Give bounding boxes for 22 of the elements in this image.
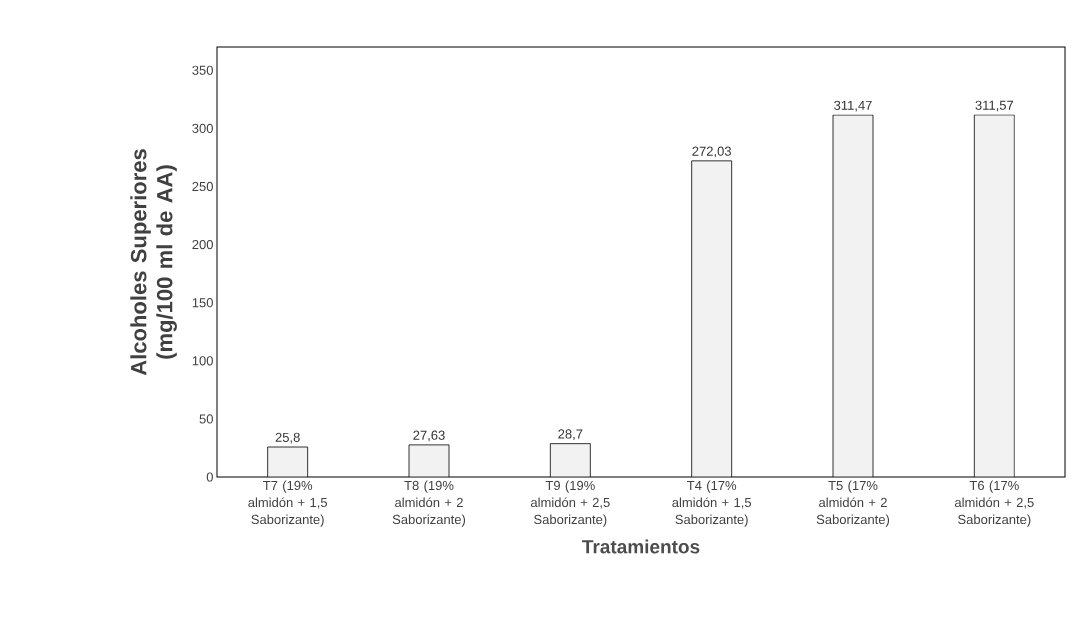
data-label: 25,8 [275,432,300,444]
y-tick-label: 50 [199,414,213,424]
x-axis-title: Tratamientos [582,539,700,554]
x-tick-label: T6 (17% almidón + 2,5 Saborizante) [954,480,1034,527]
y-tick-label: 350 [192,65,213,75]
data-label: 28,7 [558,429,583,441]
data-label: 27,63 [413,430,445,442]
x-tick-label: T7 (19% almidón + 1,5 Saborizante) [248,480,328,527]
x-tick-label: T9 (19% almidón + 2,5 Saborizante) [530,480,610,527]
x-tick-label: T8 (19% almidón + 2 Saborizante) [392,480,466,527]
y-tick-label: 300 [192,123,213,133]
data-label: 272,03 [692,146,731,158]
data-label: 311,57 [975,100,1014,112]
x-tick-label: T5 (17% almidón + 2 Saborizante) [816,480,890,527]
y-tick-label: 250 [192,181,213,192]
x-tick-label: T4 (17% almidón + 1,5 Saborizante) [672,480,752,527]
y-axis-title: Alcoholes Superiores (mg/100 ml de AA) [130,149,177,376]
y-tick-label: 100 [192,356,213,366]
y-tick-label: 150 [192,298,213,308]
y-tick-label: 200 [192,239,213,250]
data-label: 311,47 [834,100,872,112]
y-tick-label: 0 [206,472,213,482]
